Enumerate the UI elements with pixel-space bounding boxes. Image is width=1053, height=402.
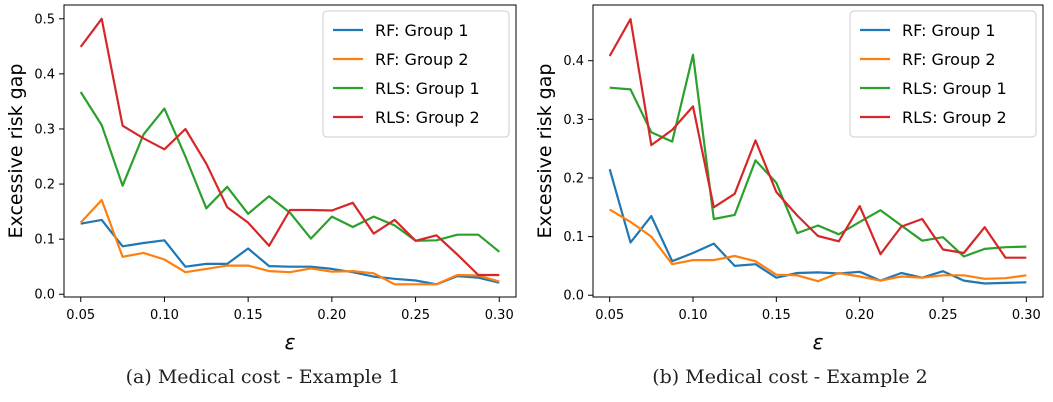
chart-a-x-tick-label: 0.30 bbox=[485, 308, 514, 323]
chart-a-legend-label-1: RF: Group 1 bbox=[375, 21, 469, 40]
chart-b-series-line-2 bbox=[609, 208, 1027, 283]
chart-a-series-line-3 bbox=[79, 91, 500, 253]
chart-b-y-tick-label: 0.1 bbox=[563, 230, 584, 245]
chart-panel-b: 0.05 0.10 0.15 0.20 0.25 0.30 0.0 0.1 0.2 0.3 0.4 ε… bbox=[527, 0, 1053, 402]
line-chart-a: 0.05 0.10 0.15 0.20 0.25 0.30 0.0 0.1 0.2 0.3 0.4 0… bbox=[5, 4, 517, 354]
chart-b-series-line-3 bbox=[609, 53, 1027, 258]
caption-a: (a) Medical cost - Example 1 bbox=[125, 366, 401, 388]
chart-a-y-tick-label: 0.2 bbox=[34, 178, 55, 193]
chart-b-x-tick-label: 0.15 bbox=[762, 308, 791, 323]
chart-a-y-tick-label: 0.0 bbox=[34, 288, 55, 303]
chart-b-x-tick-label: 0.30 bbox=[1012, 308, 1041, 323]
chart-a-legend-label-2: RF: Group 2 bbox=[375, 50, 469, 69]
chart-a-y-tick-label: 0.4 bbox=[34, 67, 55, 82]
chart-a-series-line-4 bbox=[79, 17, 500, 277]
line-chart-b: 0.05 0.10 0.15 0.20 0.25 0.30 0.0 0.1 0.2 0.3 0.4 ε… bbox=[534, 4, 1044, 354]
chart-b-legend-label-4: RLS: Group 2 bbox=[902, 108, 1007, 127]
chart-a-x-tick-label: 0.10 bbox=[150, 308, 179, 323]
chart-b-legend-label-3: RLS: Group 1 bbox=[902, 79, 1007, 98]
chart-b-legend-label-1: RF: Group 1 bbox=[902, 21, 996, 40]
chart-a-x-tick-label: 0.25 bbox=[401, 308, 430, 323]
chart-a-series-line-1 bbox=[80, 218, 500, 286]
chart-a-x-tick-label: 0.05 bbox=[66, 308, 95, 323]
chart-b-y-tick-label: 0.3 bbox=[563, 113, 584, 128]
chart-a-y-tick-label: 0.5 bbox=[34, 12, 55, 27]
chart-b-legend-label-2: RF: Group 2 bbox=[902, 50, 996, 69]
chart-b-x-tick-label: 0.10 bbox=[679, 308, 708, 323]
chart-b-y-tick-label: 0.4 bbox=[563, 54, 584, 69]
chart-b-x-tick-label: 0.25 bbox=[929, 308, 958, 323]
chart-b-x-tick-label: 0.20 bbox=[845, 308, 874, 323]
chart-b-y-tick-label: 0.2 bbox=[563, 171, 584, 186]
chart-a-legend-label-4: RLS: Group 2 bbox=[375, 108, 480, 127]
chart-a-y-axis-label: Excessive risk gap bbox=[5, 64, 27, 239]
chart-b-legend: RF: Group 1 RF: Group 2 RLS: Group 1 RLS: G… bbox=[849, 10, 1037, 138]
chart-a-x-tick-label: 0.15 bbox=[234, 308, 263, 323]
chart-a-x-tick-label: 0.20 bbox=[317, 308, 346, 323]
chart-a-x-axis-label: ε bbox=[285, 330, 296, 354]
chart-b-series-line-4 bbox=[608, 18, 1027, 259]
chart-a-legend-label-3: RLS: Group 1 bbox=[375, 79, 480, 98]
chart-b-legend-box bbox=[849, 10, 1037, 138]
chart-b-series-line-1 bbox=[608, 168, 1027, 285]
chart-a-legend-box bbox=[322, 10, 510, 138]
caption-b: (b) Medical cost - Example 2 bbox=[652, 366, 928, 388]
chart-a-series-line-2 bbox=[79, 198, 500, 286]
chart-b-y-tick-label: 0.0 bbox=[563, 289, 584, 304]
chart-b-x-axis-label: ε bbox=[813, 330, 824, 354]
chart-a-legend: RF: Group 1 RF: Group 2 RLS: Group 1 RLS: G… bbox=[322, 10, 510, 138]
chart-b-x-tick-label: 0.05 bbox=[595, 308, 624, 323]
chart-b-axes-frame bbox=[592, 4, 1044, 298]
chart-panel-a: 0.05 0.10 0.15 0.20 0.25 0.30 0.0 0.1 0.2 0.3 0.4 0… bbox=[0, 0, 526, 402]
chart-a-axes-frame bbox=[63, 4, 517, 298]
chart-a-y-tick-label: 0.1 bbox=[34, 233, 55, 248]
chart-b-y-axis-label: Excessive risk gap bbox=[534, 64, 556, 239]
chart-a-y-tick-label: 0.3 bbox=[34, 122, 55, 137]
